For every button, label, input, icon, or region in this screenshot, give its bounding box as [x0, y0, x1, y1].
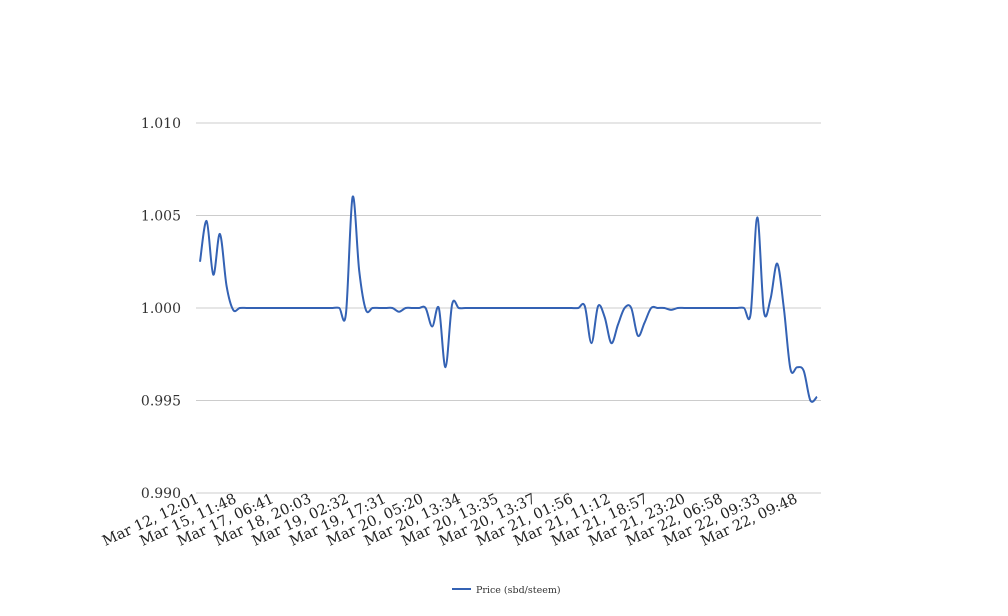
- legend-label: Price (sbd/steem): [476, 585, 561, 596]
- y-tick-label: 0.990: [141, 486, 181, 502]
- legend: Price (sbd/steem): [452, 585, 561, 596]
- y-tick-label: 1.000: [141, 301, 181, 317]
- y-axis-ticks: 1.010 1.005 1.000 0.995 0.990: [141, 116, 181, 502]
- y-tick-label: 1.005: [141, 209, 181, 225]
- series-line: [199, 195, 818, 403]
- y-tick-label: 1.010: [141, 116, 181, 132]
- y-tick-label: 0.995: [141, 394, 181, 410]
- series-lines: [199, 195, 818, 403]
